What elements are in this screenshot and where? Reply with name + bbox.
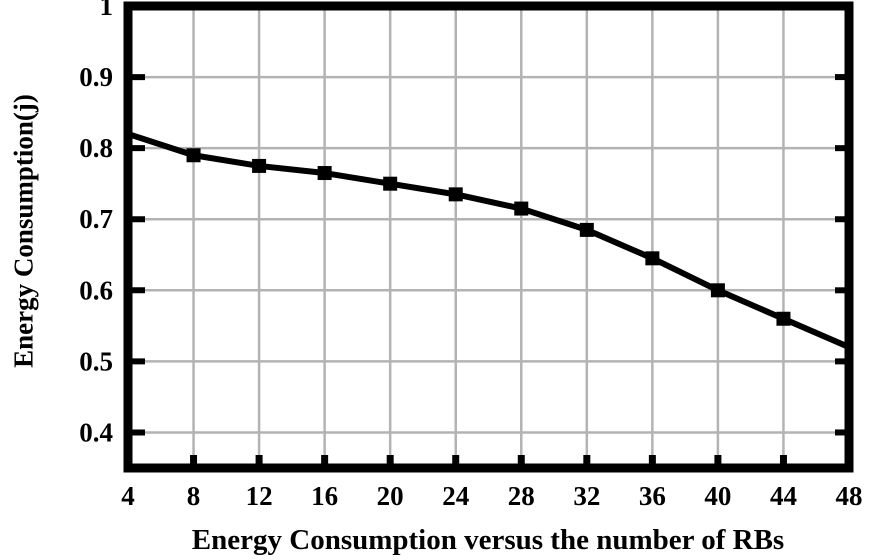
y-tick-label: 0.8 <box>79 133 113 163</box>
x-tick-label: 12 <box>246 481 273 511</box>
x-tick-label: 44 <box>770 481 797 511</box>
x-tick-label: 40 <box>704 481 731 511</box>
chart-title: Energy Consumption versus the number of … <box>191 524 785 556</box>
tick-marks <box>124 3 853 468</box>
x-tick-label: 36 <box>639 481 666 511</box>
data-point-marker <box>448 187 463 202</box>
data-point-marker <box>710 283 725 298</box>
data-point-marker <box>317 166 332 181</box>
data-point-marker <box>579 222 594 237</box>
y-tick-label: 0.7 <box>79 204 113 234</box>
data-point-marker <box>186 148 201 163</box>
data-point-markers <box>186 148 791 326</box>
data-point-marker <box>252 158 267 173</box>
data-line <box>127 131 851 350</box>
x-tick-label: 28 <box>508 481 535 511</box>
x-tick-label: 32 <box>573 481 600 511</box>
y-axis-label: Energy Consumption(j) <box>8 94 39 368</box>
y-tick-label: 0.4 <box>79 417 113 447</box>
y-tick-label: 0.5 <box>79 346 113 376</box>
x-tick-label: 4 <box>121 481 135 511</box>
data-point-marker <box>645 251 660 266</box>
y-tick-label: 0.6 <box>79 275 113 305</box>
x-tick-label: 48 <box>836 481 863 511</box>
x-tick-label: 20 <box>377 481 404 511</box>
data-point-marker <box>383 176 398 191</box>
y-tick-label: 0.9 <box>79 62 113 92</box>
axis-frame <box>123 1 854 473</box>
y-tick-label: 1 <box>100 0 114 21</box>
x-tick-label: 8 <box>187 481 201 511</box>
gridlines <box>128 6 849 468</box>
data-point-marker <box>514 201 529 216</box>
x-tick-label: 24 <box>442 481 469 511</box>
x-tick-label: 16 <box>311 481 338 511</box>
data-point-marker <box>776 311 791 326</box>
tick-labels: 0.40.50.60.70.80.914 8 12 16 20 24 28 32 36 40 44 4… <box>79 0 862 511</box>
